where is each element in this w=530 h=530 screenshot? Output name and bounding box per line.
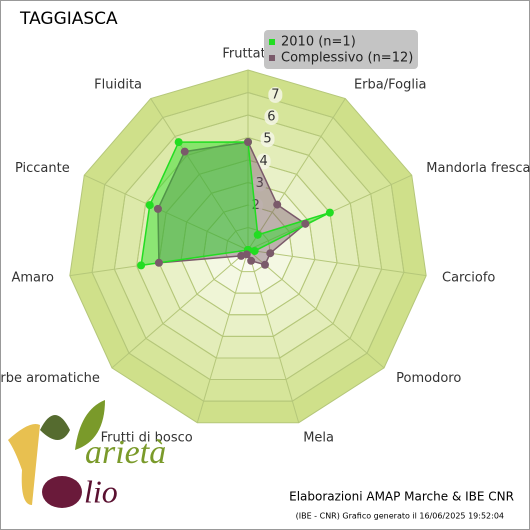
axis-label: Erbe aromatiche bbox=[0, 371, 100, 386]
r-tick-label: 6 bbox=[267, 110, 275, 125]
legend-items: 2010 (n=1)Complessivo (n=12) bbox=[269, 35, 413, 66]
grid-ring bbox=[202, 204, 294, 294]
point bbox=[137, 261, 146, 270]
r-tick-label: 4 bbox=[259, 154, 267, 169]
tick-bg bbox=[268, 86, 283, 103]
point bbox=[153, 204, 162, 213]
r-tick-label: 5 bbox=[263, 132, 271, 147]
grid-ring bbox=[113, 114, 383, 381]
tick-bg bbox=[260, 131, 275, 148]
point bbox=[247, 256, 256, 265]
point bbox=[180, 147, 189, 156]
generated: (IBE - CNR) Grafico generato il 16/06/20… bbox=[296, 512, 504, 521]
grid-ring bbox=[180, 181, 316, 316]
point bbox=[174, 138, 183, 147]
axis-label: Piccante bbox=[15, 161, 70, 176]
grid-ring bbox=[158, 159, 338, 337]
axis-label: Amaro bbox=[11, 270, 54, 285]
axis-label: Pomodoro bbox=[396, 371, 461, 386]
leaf bbox=[40, 415, 70, 440]
point bbox=[244, 138, 252, 146]
legend-swatch bbox=[269, 55, 275, 61]
logo-word: arietà bbox=[85, 434, 166, 471]
chart-title: TAGGIASCA bbox=[19, 9, 118, 29]
point bbox=[266, 249, 275, 258]
r-tick-label: 7 bbox=[271, 87, 279, 102]
grid-ring bbox=[136, 136, 360, 359]
axis-label: Erba/Foglia bbox=[354, 78, 427, 93]
credit: Elaborazioni AMAP Marche & IBE CNR bbox=[289, 490, 514, 504]
logo: arietà lio bbox=[8, 400, 166, 509]
axis-label: Mandorla fresca bbox=[426, 161, 530, 176]
point bbox=[237, 251, 246, 260]
plot bbox=[137, 138, 334, 270]
axis-label: Fluidita bbox=[94, 78, 142, 93]
point bbox=[325, 208, 334, 217]
legend-label: 2010 (n=1) bbox=[281, 35, 356, 50]
tick-bg bbox=[264, 109, 279, 126]
r-tick-label: 3 bbox=[256, 176, 264, 191]
r-tick-label: 2 bbox=[252, 198, 260, 213]
point bbox=[301, 219, 310, 228]
point bbox=[273, 200, 282, 209]
tick-bg bbox=[256, 153, 271, 170]
point bbox=[250, 246, 259, 255]
point bbox=[154, 258, 163, 267]
olive bbox=[42, 476, 82, 508]
axis-label: Mela bbox=[303, 431, 334, 446]
legend bbox=[264, 30, 418, 69]
one bbox=[8, 424, 40, 505]
tick-bg bbox=[248, 197, 263, 214]
axis-label: Fruttato bbox=[222, 47, 273, 62]
point bbox=[261, 260, 270, 269]
point bbox=[253, 230, 262, 239]
axis-label: Frutti di bosco bbox=[101, 431, 193, 446]
grid-ring bbox=[91, 91, 405, 402]
axis-label: Carciofo bbox=[442, 270, 495, 285]
legend-label: Complessivo (n=12) bbox=[281, 51, 413, 66]
leaf bbox=[75, 400, 105, 450]
legend-swatch bbox=[269, 39, 275, 45]
point bbox=[145, 201, 154, 210]
logo-word: lio bbox=[84, 473, 118, 509]
tick-bg bbox=[252, 175, 267, 192]
